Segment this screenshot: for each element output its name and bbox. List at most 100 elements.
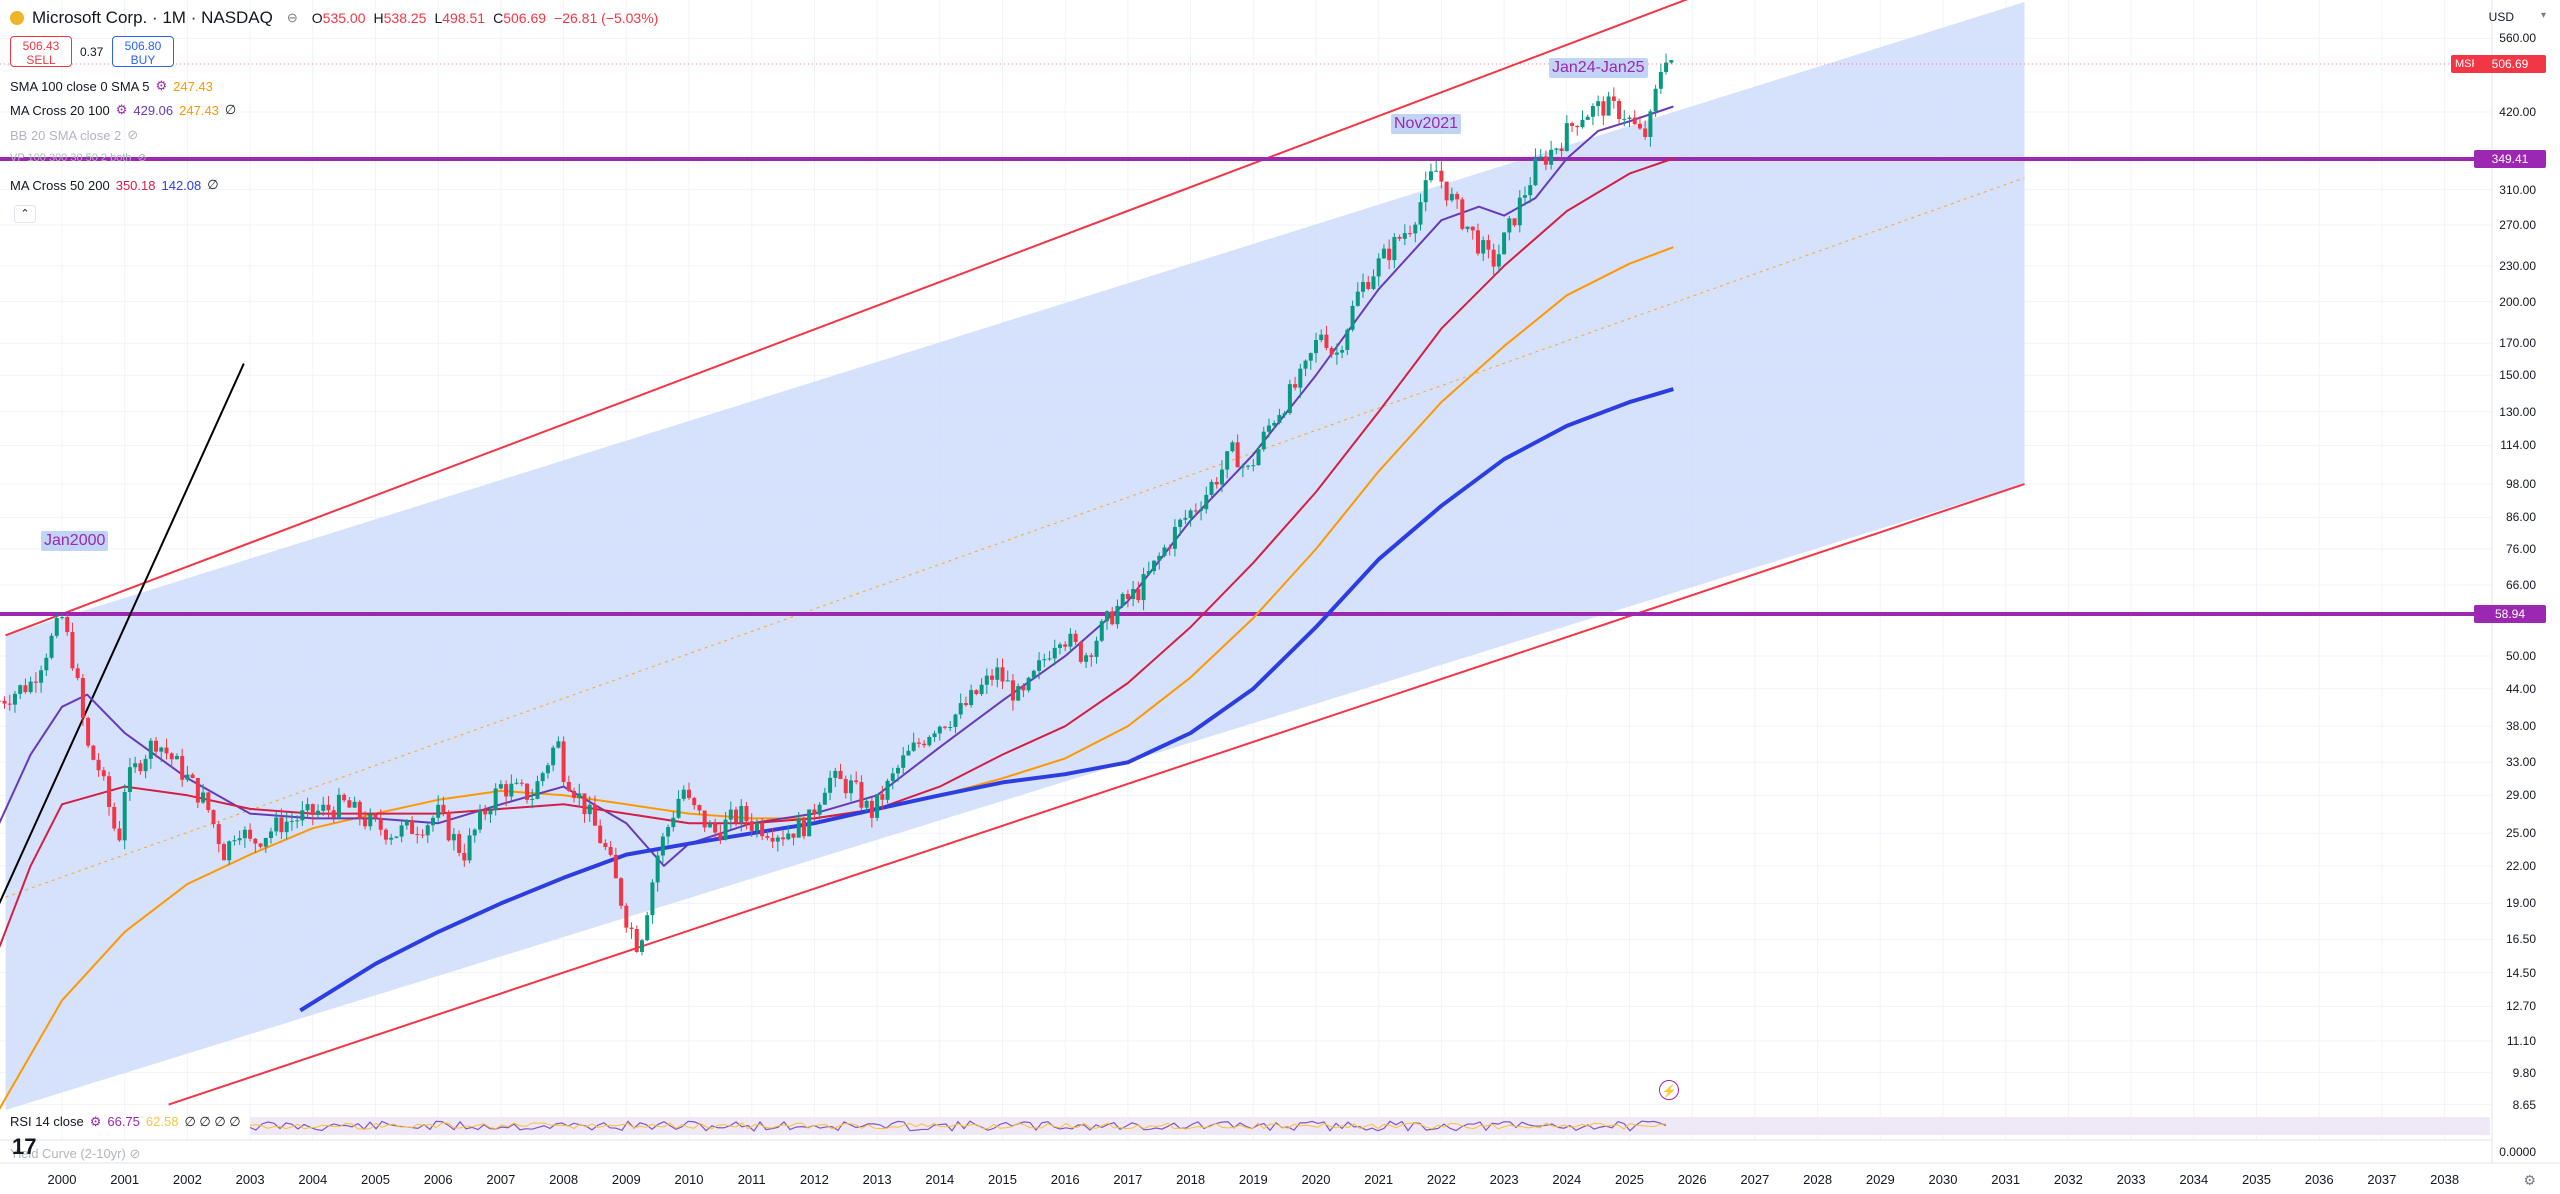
candle-body xyxy=(932,733,937,738)
price-axis-label: 16.50 xyxy=(2505,932,2536,947)
candle-body xyxy=(1078,641,1083,662)
price-axis-label: 310.00 xyxy=(2499,182,2536,197)
annotation-jan24-jan25[interactable]: Jan24-Jan25 xyxy=(1549,58,1648,78)
candle-body xyxy=(1366,281,1371,289)
collapse-legend-button[interactable]: ⌃ xyxy=(14,205,36,223)
candle-body xyxy=(514,782,519,784)
price-axis-label: 560.00 xyxy=(2499,31,2536,46)
candle-body xyxy=(321,804,326,811)
candle-body xyxy=(1266,425,1271,432)
candle-body xyxy=(1381,248,1386,259)
chevron-down-icon[interactable]: ▾ xyxy=(2540,10,2546,21)
price-axis-label: 66.00 xyxy=(2505,578,2536,593)
candle-body xyxy=(383,829,388,840)
candle-body xyxy=(316,810,321,815)
candle-body xyxy=(1063,644,1068,647)
time-axis-label: 2005 xyxy=(361,1172,390,1187)
buy-label: BUY xyxy=(130,53,156,67)
candle-body xyxy=(127,767,132,792)
candle-body xyxy=(70,632,75,669)
hidden-eye-icon[interactable]: ⊘ xyxy=(137,152,147,164)
candle-body xyxy=(723,819,728,840)
candle-body xyxy=(1622,118,1627,120)
candle-body xyxy=(1355,291,1360,306)
lightning-icon[interactable]: ⚡ xyxy=(1659,1080,1679,1100)
rsi-scale-label: 0.0000 xyxy=(2499,1145,2536,1159)
candle-body xyxy=(326,804,331,811)
candle-body xyxy=(1334,352,1339,355)
candle-body xyxy=(1183,517,1188,520)
candle-body xyxy=(451,834,456,841)
sell-button[interactable]: 506.43 SELL xyxy=(10,36,72,67)
currency-label[interactable]: USD xyxy=(2488,10,2514,24)
settings-icon[interactable]: ⚙ xyxy=(115,102,128,117)
indicator-value-2: 142.08 xyxy=(161,177,202,193)
indicator-vp[interactable]: VP 100 300 30 50 2 both ⊘ xyxy=(10,151,147,165)
candle-body xyxy=(117,828,122,841)
candle-body xyxy=(180,755,185,780)
channel-lower-line[interactable] xyxy=(168,483,2025,1106)
candle-body xyxy=(49,635,54,658)
indicator-sma100[interactable]: SMA 100 close 0 SMA 5 ⚙ 247.43 xyxy=(10,78,213,94)
price-axis-label: 76.00 xyxy=(2505,542,2536,556)
indicator-ma-cross-20-100[interactable]: MA Cross 20 100 ⚙ 429.06 247.43 ∅ xyxy=(10,102,236,118)
channel-fill xyxy=(5,2,2025,1110)
candle-body xyxy=(734,809,739,823)
buy-price: 506.80 xyxy=(124,39,162,53)
hidden-eye-icon[interactable]: ⊘ xyxy=(129,1146,141,1161)
trend-line[interactable] xyxy=(0,363,245,904)
settings-icon[interactable]: ⚙ xyxy=(155,78,168,93)
candle-body xyxy=(1010,680,1015,701)
candle-body xyxy=(864,800,869,808)
yield-curve-legend[interactable]: Yield Curve (2-10yr) ⊘ xyxy=(10,1146,140,1162)
candle-body xyxy=(1481,240,1486,254)
candle-body xyxy=(1246,465,1251,467)
candle-body xyxy=(1486,240,1491,250)
candle-body xyxy=(697,805,702,811)
gear-icon[interactable]: ⚙ xyxy=(2523,1172,2536,1188)
candle-body xyxy=(707,823,712,828)
hidden-eye-icon[interactable]: ⊘ xyxy=(127,127,139,142)
candle-body xyxy=(1502,232,1507,255)
candle-body xyxy=(389,837,394,840)
time-axis-label: 2019 xyxy=(1238,1172,1268,1187)
symbol-header: Microsoft Corp. · 1M · NASDAQ ⊖ O535.00 … xyxy=(10,6,666,30)
candle-body xyxy=(1376,258,1381,277)
channel-upper-line[interactable] xyxy=(5,0,2088,637)
candle-body xyxy=(185,774,190,780)
indicator-bb[interactable]: BB 20 SMA close 2 ⊘ xyxy=(10,127,138,143)
candle-body xyxy=(352,801,357,808)
candle-body xyxy=(159,747,164,752)
candle-body xyxy=(671,817,676,828)
symbol-title[interactable]: Microsoft Corp. · 1M · NASDAQ xyxy=(32,8,273,27)
indicator-ma-cross-50-200[interactable]: MA Cross 50 200 350.18 142.08 ∅ xyxy=(10,177,219,193)
candle-body xyxy=(284,821,289,833)
settings-icon[interactable]: ⚙ xyxy=(89,1114,102,1129)
time-axis-label: 2033 xyxy=(2116,1172,2146,1187)
visibility-icon[interactable]: ⊖ xyxy=(286,10,298,25)
time-axis-label: 2038 xyxy=(2430,1172,2460,1187)
time-axis-label: 2022 xyxy=(1426,1172,1456,1187)
candle-body xyxy=(786,833,791,840)
annotation-nov2021[interactable]: Nov2021 xyxy=(1391,114,1462,134)
time-axis-label: 2009 xyxy=(611,1172,641,1187)
annotation-jan2000[interactable]: Jan2000 xyxy=(41,531,109,551)
candle-body xyxy=(634,929,639,952)
price-axis-label: 33.00 xyxy=(2505,755,2536,770)
candle-body xyxy=(1152,560,1157,572)
candle-body xyxy=(833,770,838,778)
price-axis-label: 12.70 xyxy=(2505,999,2536,1014)
candle-body xyxy=(530,798,535,800)
candle-body xyxy=(1105,611,1109,622)
price-axis-label: 44.00 xyxy=(2505,681,2536,696)
candle-body xyxy=(7,703,12,705)
rsi-legend[interactable]: RSI 14 close ⚙ 66.75 62.58 ∅ ∅ ∅ ∅ xyxy=(10,1114,241,1130)
buy-button[interactable]: 506.80 BUY xyxy=(112,36,174,67)
candle-body xyxy=(828,777,833,793)
candle-body xyxy=(263,838,268,847)
candle-body xyxy=(969,690,974,706)
candle-body xyxy=(1512,218,1517,226)
candle-body xyxy=(1460,199,1465,229)
candle-body xyxy=(922,743,927,746)
